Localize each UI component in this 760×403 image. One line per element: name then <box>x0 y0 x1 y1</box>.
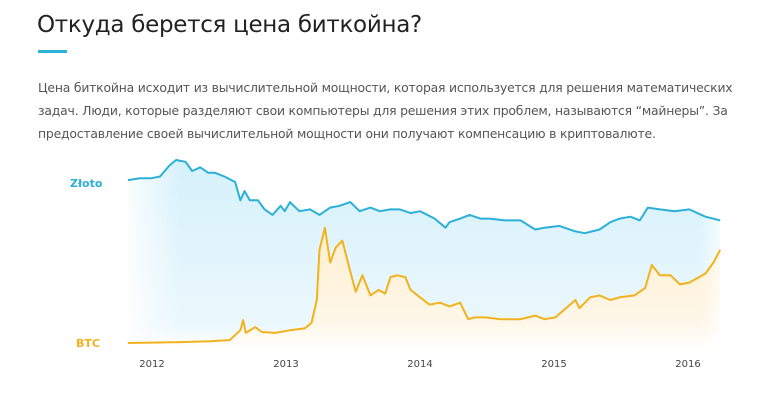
intro-paragraph: Цена биткойна исходит из вычислительной … <box>38 80 733 141</box>
title-underline <box>38 50 67 53</box>
fade-right <box>700 150 730 350</box>
fade-bottom <box>120 325 730 350</box>
btc-line <box>127 226 722 344</box>
x-tick-label: 2012 <box>139 359 164 370</box>
gold-line <box>127 159 721 235</box>
x-tick-label: 2013 <box>273 359 298 370</box>
x-tick-label: 2016 <box>675 359 700 370</box>
legend-label-btc: BTC <box>76 337 100 350</box>
legend-label-gold: Złoto <box>70 177 103 190</box>
fade-left <box>120 150 180 350</box>
btc-area <box>127 227 721 350</box>
page-title: Откуда берется цена биткойна? <box>37 12 422 38</box>
x-tick-label: 2014 <box>407 359 432 370</box>
x-tick-label: 2015 <box>541 359 566 370</box>
